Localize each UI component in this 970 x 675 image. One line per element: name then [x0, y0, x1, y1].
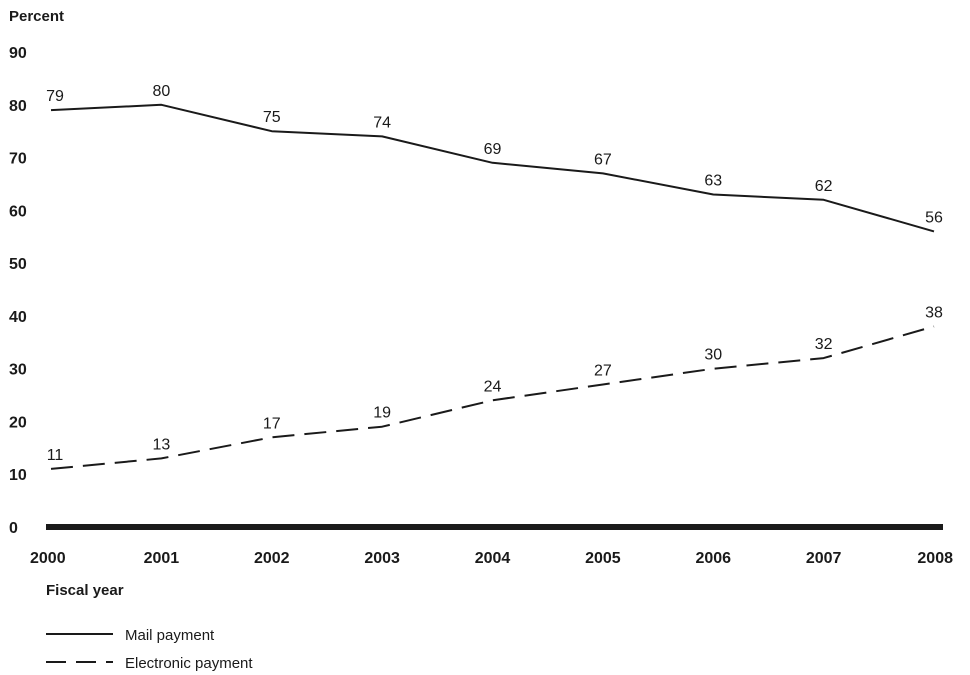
data-label: 74	[373, 114, 391, 131]
data-label: 80	[152, 83, 170, 100]
y-axis-ticks: 0 10 20 30 40 50 60 70 80 90	[9, 45, 27, 537]
y-tick-label: 70	[9, 151, 27, 168]
y-tick-label: 90	[9, 45, 27, 62]
data-label: 63	[704, 173, 722, 190]
y-tick-label: 60	[9, 203, 27, 220]
data-label: 13	[152, 436, 170, 453]
legend-item-electronic-payment: Electronic payment	[46, 655, 253, 672]
x-tick-label: 2007	[806, 550, 842, 567]
legend-label-electronic-payment: Electronic payment	[125, 655, 253, 672]
x-axis-title: Fiscal year	[46, 582, 124, 599]
series-lines	[50, 103, 935, 470]
y-tick-label: 20	[9, 414, 27, 431]
data-label: 75	[263, 109, 281, 126]
x-axis-ticks: 2000 2001 2002 2003 2004 2005 2006 2007 2008	[30, 550, 953, 567]
x-tick-label: 2008	[917, 550, 953, 567]
data-label: 11	[47, 447, 64, 464]
data-label: 79	[46, 88, 64, 105]
x-tick-label: 2001	[144, 550, 180, 567]
data-label: 69	[484, 141, 502, 158]
data-label: 62	[815, 178, 833, 195]
data-label: 19	[373, 405, 391, 422]
legend-label-mail-payment: Mail payment	[125, 627, 215, 644]
series-line-mail-payment	[50, 103, 935, 233]
data-label: 30	[704, 347, 722, 364]
legend-item-mail-payment: Mail payment	[46, 627, 215, 644]
y-tick-label: 10	[9, 467, 27, 484]
y-tick-label: 50	[9, 256, 27, 273]
y-tick-label: 30	[9, 362, 27, 379]
data-label: 32	[815, 336, 833, 353]
data-label: 38	[925, 304, 943, 321]
y-tick-label: 0	[9, 520, 18, 537]
y-tick-label: 40	[9, 309, 27, 326]
x-tick-label: 2005	[585, 550, 621, 567]
x-tick-label: 2000	[30, 550, 66, 567]
data-label: 56	[925, 209, 943, 226]
y-tick-label: 80	[9, 98, 27, 115]
x-tick-label: 2003	[364, 550, 400, 567]
x-tick-label: 2002	[254, 550, 290, 567]
data-label: 24	[484, 378, 502, 395]
legend: Mail payment Electronic payment	[46, 627, 253, 672]
y-axis-title: Percent	[9, 8, 64, 25]
series-line-electronic-payment	[50, 325, 935, 470]
x-tick-label: 2004	[475, 550, 511, 567]
x-tick-label: 2006	[695, 550, 731, 567]
data-labels: 79 80 75 74 69 67 63 62 56 11 13 17 19 24 27 30 32 38	[46, 83, 943, 464]
data-label: 67	[594, 151, 612, 168]
data-label: 17	[263, 415, 281, 432]
data-label: 27	[594, 363, 612, 380]
